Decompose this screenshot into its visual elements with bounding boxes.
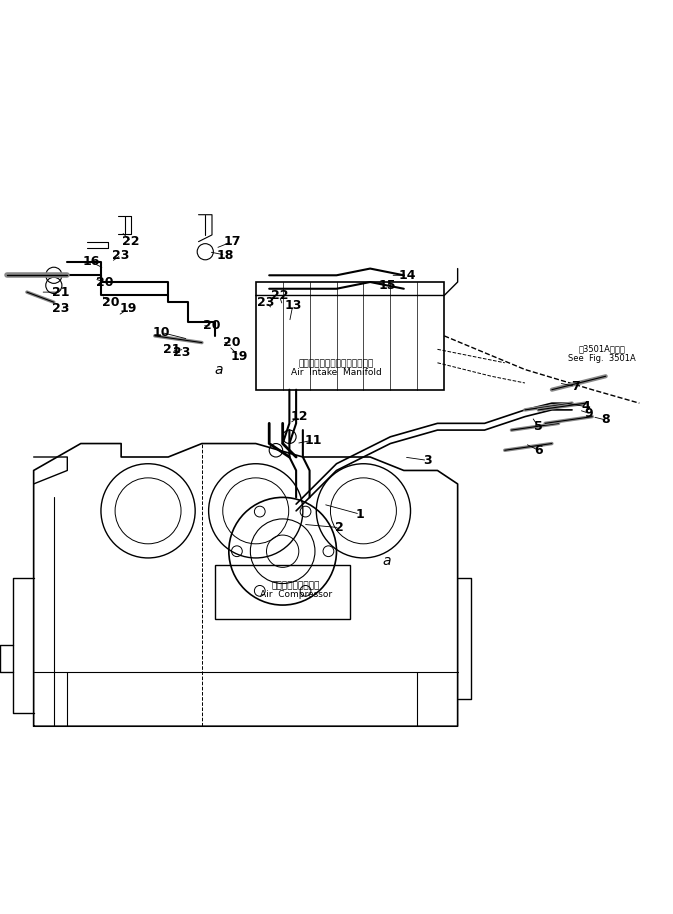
Text: エアーコンプレッサ: エアーコンプレッサ <box>272 581 320 590</box>
Text: 14: 14 <box>398 269 416 282</box>
Text: 23: 23 <box>257 296 275 309</box>
Bar <box>215 565 350 619</box>
Text: 23: 23 <box>52 303 69 315</box>
Text: 8: 8 <box>602 413 610 427</box>
Text: 1: 1 <box>355 507 365 521</box>
Text: エアーインテークマニホールド: エアーインテークマニホールド <box>299 359 374 368</box>
Text: 23: 23 <box>173 346 190 359</box>
Text: 20: 20 <box>223 336 241 349</box>
Bar <box>256 282 444 389</box>
Text: 21: 21 <box>52 285 69 299</box>
Text: 15: 15 <box>378 279 396 292</box>
Text: 18: 18 <box>217 249 234 261</box>
Text: 2: 2 <box>335 521 345 534</box>
Text: 3: 3 <box>423 454 431 467</box>
Text: a: a <box>383 554 391 569</box>
Text: 20: 20 <box>96 275 113 289</box>
Text: 22: 22 <box>122 235 140 248</box>
Text: 22: 22 <box>271 289 288 302</box>
Text: 23: 23 <box>112 249 130 261</box>
Text: 10: 10 <box>153 326 170 339</box>
Text: 13: 13 <box>284 299 302 312</box>
Text: 9: 9 <box>585 407 593 420</box>
Text: Air  Intake  Manifold: Air Intake Manifold <box>291 368 382 377</box>
Text: 12: 12 <box>291 410 308 423</box>
Text: See  Fig.  3501A: See Fig. 3501A <box>569 354 636 363</box>
Text: 第3501A図参照: 第3501A図参照 <box>579 345 626 354</box>
Text: Air  Compressor: Air Compressor <box>260 590 332 600</box>
Text: 19: 19 <box>230 349 248 363</box>
Text: 6: 6 <box>534 444 542 457</box>
Text: 16: 16 <box>82 255 100 269</box>
Text: 5: 5 <box>534 420 543 433</box>
Text: 7: 7 <box>571 380 580 393</box>
Text: 20: 20 <box>102 296 120 309</box>
Text: 17: 17 <box>223 235 241 248</box>
Text: 21: 21 <box>163 343 180 356</box>
Text: 4: 4 <box>581 400 590 413</box>
Text: 11: 11 <box>304 433 322 447</box>
Text: 19: 19 <box>119 303 137 315</box>
Text: a: a <box>215 363 223 377</box>
Text: 20: 20 <box>203 319 221 333</box>
